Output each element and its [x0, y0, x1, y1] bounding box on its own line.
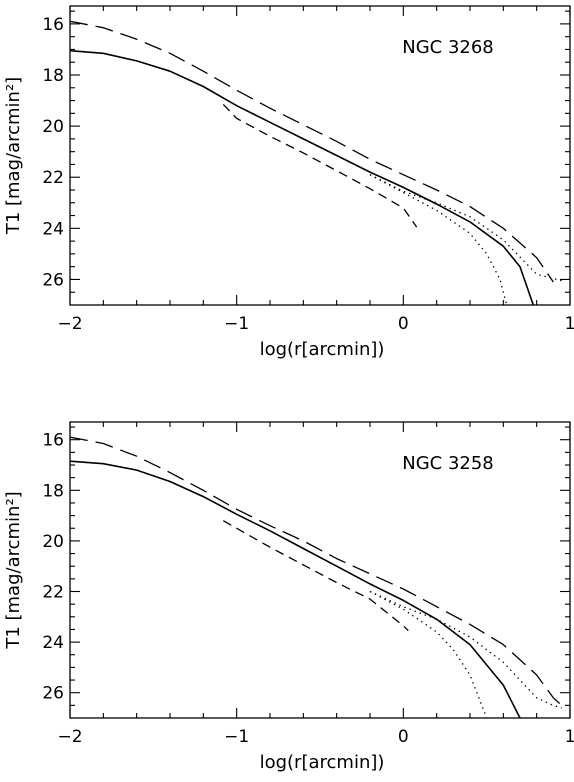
series-line-long-dash — [70, 436, 563, 706]
series-line-dotted — [369, 590, 488, 718]
y-tick-label: 22 — [42, 583, 64, 603]
x-tick-label: 1 — [565, 314, 574, 334]
y-tick-label: 18 — [42, 481, 64, 501]
y-tick-label: 18 — [42, 66, 64, 86]
y-tick-label: 16 — [42, 431, 64, 451]
chart-panel-ngc3258: −2 −1 0 1 16 18 20 22 24 26 log(r[arcmin]) T1 [mag/… — [3, 421, 574, 773]
x-tick-label: 0 — [398, 314, 409, 334]
galaxy-name-label: NGC 3268 — [402, 37, 494, 58]
y-tick-label: 20 — [42, 117, 64, 137]
series-line-dotted — [369, 174, 562, 282]
y-tick-label: 26 — [42, 684, 64, 704]
plot-frame — [69, 5, 571, 306]
y-tick-label: 20 — [42, 532, 64, 552]
galaxy-name-label: NGC 3258 — [402, 453, 494, 474]
axis-ticks — [69, 422, 571, 718]
x-tick-label: −1 — [224, 727, 249, 747]
x-tick-label: 1 — [565, 727, 574, 747]
series-line-dotted — [369, 174, 508, 305]
series-group — [70, 436, 563, 718]
series-line-short-dash — [222, 103, 418, 228]
x-tick-label: −2 — [57, 314, 82, 334]
plot-frame — [69, 421, 571, 719]
y-tick-label: 22 — [42, 168, 64, 188]
y-tick-label: 24 — [42, 633, 64, 653]
axis-ticks — [69, 6, 571, 305]
x-tick-label: 0 — [398, 727, 409, 747]
x-tick-label: −2 — [57, 727, 82, 747]
y-axis-label: T1 [mag/arcmin²] — [3, 491, 24, 649]
y-axis-label: T1 [mag/arcmin²] — [3, 77, 24, 235]
y-tick-label: 26 — [42, 270, 64, 290]
chart-panel-ngc3268: −2 −1 0 1 16 18 20 22 24 26 log(r[arcmin]) T1 [mag/… — [3, 5, 574, 360]
x-axis-label: log(r[arcmin]) — [260, 752, 385, 773]
series-line-dotted — [369, 590, 562, 709]
series-line-solid — [70, 49, 535, 305]
series-line-long-dash — [70, 20, 554, 283]
series-line-short-dash — [222, 520, 409, 632]
y-tick-label: 24 — [42, 219, 64, 239]
x-axis-label: log(r[arcmin]) — [260, 339, 385, 360]
series-line-solid — [70, 460, 521, 718]
y-tick-label: 16 — [42, 15, 64, 35]
x-tick-label: −1 — [224, 314, 249, 334]
series-group — [70, 20, 562, 305]
